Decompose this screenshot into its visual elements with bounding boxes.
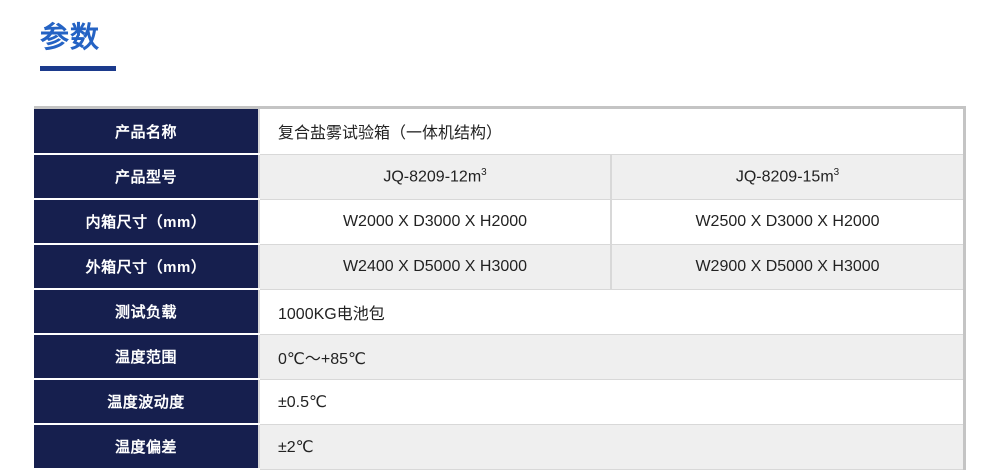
table-row: 测试负载 1000KG电池包 bbox=[34, 289, 963, 335]
row-value: ±2℃ bbox=[258, 424, 963, 470]
row-value: W2900 X D5000 X H3000 bbox=[610, 244, 963, 290]
table-row: 产品名称 复合盐雾试验箱（一体机结构） bbox=[34, 109, 963, 155]
row-label: 内箱尺寸（mm） bbox=[34, 199, 259, 245]
table-row: 产品型号 JQ-8209-12m3 JQ-8209-15m3 bbox=[34, 154, 963, 200]
row-value: 复合盐雾试验箱（一体机结构） bbox=[258, 109, 963, 155]
row-label: 温度范围 bbox=[34, 334, 259, 380]
table-row: 外箱尺寸（mm） W2400 X D5000 X H3000 W2900 X D50… bbox=[34, 244, 963, 290]
row-value: 0℃～+85℃ bbox=[258, 334, 963, 380]
row-label: 产品型号 bbox=[34, 154, 259, 200]
spec-page: 参数 产品名称 复合盐雾试验箱（一体机结构） 产品型号 JQ-8209-12m3 JQ-… bbox=[34, 23, 966, 470]
table-row: 温度范围 0℃～+85℃ bbox=[34, 334, 963, 380]
row-value: JQ-8209-15m3 bbox=[610, 154, 963, 200]
row-value: W2400 X D5000 X H3000 bbox=[258, 244, 611, 290]
row-value: W2500 X D3000 X H2000 bbox=[610, 199, 963, 245]
table-row: 温度波动度 ±0.5℃ bbox=[34, 379, 963, 425]
row-label: 外箱尺寸（mm） bbox=[34, 244, 259, 290]
title-underline-rule bbox=[40, 66, 116, 71]
row-value: JQ-8209-12m3 bbox=[258, 154, 611, 200]
page-title: 参数 bbox=[40, 22, 101, 54]
row-label: 产品名称 bbox=[34, 109, 259, 155]
spec-table-container: 产品名称 复合盐雾试验箱（一体机结构） 产品型号 JQ-8209-12m3 JQ-820… bbox=[34, 106, 966, 470]
row-label: 温度偏差 bbox=[34, 424, 259, 470]
section-header: 参数 bbox=[40, 24, 116, 71]
row-value: 1000KG电池包 bbox=[258, 289, 963, 335]
row-value: W2000 X D3000 X H2000 bbox=[258, 199, 611, 245]
table-row: 内箱尺寸（mm） W2000 X D3000 X H2000 W2500 X D30… bbox=[34, 199, 963, 245]
row-label: 测试负载 bbox=[34, 289, 259, 335]
specification-table: 产品名称 复合盐雾试验箱（一体机结构） 产品型号 JQ-8209-12m3 JQ-820… bbox=[34, 109, 963, 470]
table-row: 温度偏差 ±2℃ bbox=[34, 424, 963, 470]
row-value: ±0.5℃ bbox=[258, 379, 963, 425]
row-label: 温度波动度 bbox=[34, 379, 259, 425]
